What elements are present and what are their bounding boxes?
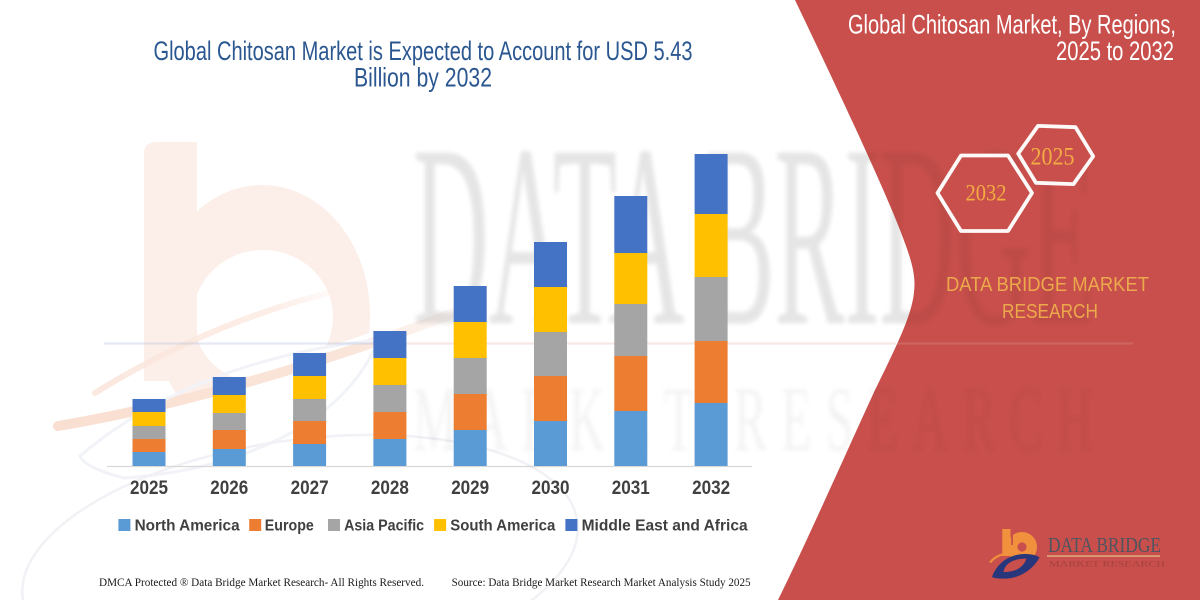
svg-text:2027: 2027	[291, 477, 329, 499]
svg-text:MARKET RESEARCH: MARKET RESEARCH	[1049, 560, 1165, 569]
svg-text:DATA BRIDGE: DATA BRIDGE	[413, 92, 1095, 380]
svg-text:Asia Pacific: Asia Pacific	[344, 518, 424, 535]
svg-text:Global Chitosan Market, By Reg: Global Chitosan Market, By Regions,	[848, 10, 1176, 40]
svg-text:North America: North America	[135, 518, 240, 535]
svg-text:Source: Data Bridge Market Res: Source: Data Bridge Market Research Mark…	[452, 575, 751, 589]
svg-text:2029: 2029	[451, 477, 489, 499]
svg-text:DATA BRIDGE: DATA BRIDGE	[413, 92, 1095, 380]
svg-text:Europe: Europe	[265, 518, 314, 535]
svg-text:DATA BRIDGE: DATA BRIDGE	[1048, 533, 1161, 557]
svg-text:DMCA Protected ® Data Bridge M: DMCA Protected ® Data Bridge Market Rese…	[99, 575, 424, 589]
svg-text:2031: 2031	[612, 477, 650, 499]
svg-text:2030: 2030	[532, 477, 570, 499]
svg-text:2028: 2028	[371, 477, 409, 499]
svg-text:Billion by 2032: Billion by 2032	[354, 63, 492, 93]
svg-text:DATA BRIDGE MARKET: DATA BRIDGE MARKET	[946, 273, 1149, 296]
svg-text:Middle East and Africa: Middle East and Africa	[582, 518, 748, 535]
svg-text:2026: 2026	[210, 477, 248, 499]
svg-text:Global Chitosan Market is Expe: Global Chitosan Market is Expected to Ac…	[154, 36, 693, 66]
svg-text:RESEARCH: RESEARCH	[1002, 300, 1098, 323]
svg-text:2032: 2032	[692, 477, 730, 499]
svg-text:2032: 2032	[966, 181, 1007, 206]
svg-text:2025 to 2032: 2025 to 2032	[1056, 36, 1174, 66]
svg-text:2025: 2025	[130, 477, 168, 499]
svg-text:2025: 2025	[1031, 144, 1075, 171]
svg-text:South America: South America	[450, 518, 555, 535]
